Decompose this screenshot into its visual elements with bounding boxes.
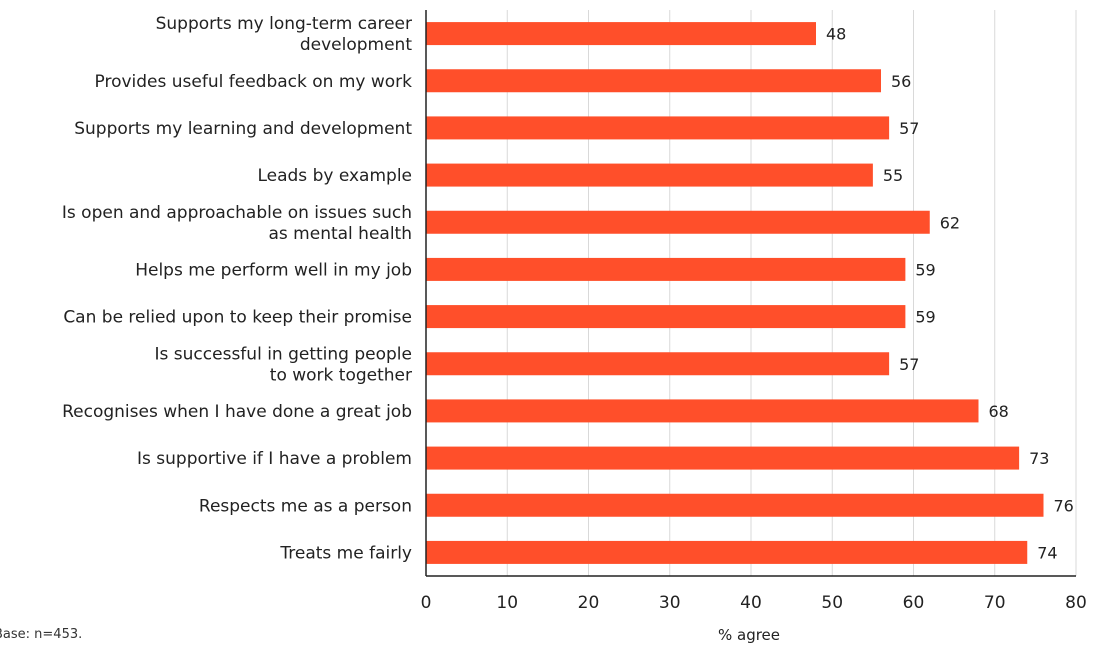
bar-value-label: 59 xyxy=(915,308,935,327)
category-label: Supports my long-term career xyxy=(156,14,412,34)
x-tick-label: 10 xyxy=(496,593,518,613)
bar-value-label: 74 xyxy=(1037,543,1057,562)
bar-value-label: 57 xyxy=(899,355,919,374)
category-label: Leads by example xyxy=(257,166,412,186)
bar xyxy=(426,493,1044,517)
category-label: Is supportive if I have a problem xyxy=(137,449,412,469)
category-label: Can be relied upon to keep their promise xyxy=(63,308,412,328)
axes xyxy=(425,10,1076,577)
bar xyxy=(426,69,881,93)
bar xyxy=(426,163,873,187)
bar xyxy=(426,540,1028,564)
category-label: Respects me as a person xyxy=(199,496,412,516)
bar-value-label: 62 xyxy=(940,213,960,232)
x-tick-label: 60 xyxy=(903,593,925,613)
bar xyxy=(426,22,816,46)
bar xyxy=(426,305,906,329)
x-tick-label: 80 xyxy=(1065,593,1087,613)
bar-value-label: 73 xyxy=(1029,449,1049,468)
category-label: Helps me perform well in my job xyxy=(135,260,412,280)
bar-value-label: 59 xyxy=(915,260,935,279)
bar-value-label: 68 xyxy=(989,402,1009,421)
category-label: to work together xyxy=(270,365,412,385)
x-tick-label: 40 xyxy=(740,593,762,613)
bar-value-label: 55 xyxy=(883,166,903,185)
x-axis-title: % agree xyxy=(718,626,780,644)
bar-value-label: 48 xyxy=(826,25,846,44)
category-label: Recognises when I have done a great job xyxy=(62,402,412,422)
bar xyxy=(426,446,1020,470)
bar-value-label: 56 xyxy=(891,72,911,91)
category-label: Treats me fairly xyxy=(279,543,412,563)
bar xyxy=(426,352,890,376)
bars xyxy=(426,22,1044,564)
bar xyxy=(426,210,930,234)
x-tick-label: 0 xyxy=(421,593,432,613)
x-tick-label: 20 xyxy=(578,593,600,613)
x-tick-label: 50 xyxy=(821,593,843,613)
category-label: Is open and approachable on issues such xyxy=(62,203,412,223)
category-label: development xyxy=(300,35,412,55)
bar xyxy=(426,116,890,140)
grid-lines xyxy=(506,10,1077,576)
x-tick-label: 70 xyxy=(984,593,1006,613)
bar xyxy=(426,257,906,281)
bar-value-label: 57 xyxy=(899,119,919,138)
x-tick-label: 30 xyxy=(659,593,681,613)
category-label: Supports my learning and development xyxy=(74,119,412,139)
category-label: as mental health xyxy=(269,224,413,244)
category-label: Provides useful feedback on my work xyxy=(95,72,413,92)
base-note: Base: n=453. xyxy=(0,627,82,642)
bar xyxy=(426,399,979,423)
category-label: Is successful in getting people xyxy=(155,344,412,364)
bar-value-label: 76 xyxy=(1054,496,1074,515)
value-labels: 48 56 57 55 62 59 59 57 68 73 76 74 xyxy=(826,25,1074,563)
tick-labels: 0 10 20 30 40 50 60 70 80 xyxy=(421,593,1087,613)
